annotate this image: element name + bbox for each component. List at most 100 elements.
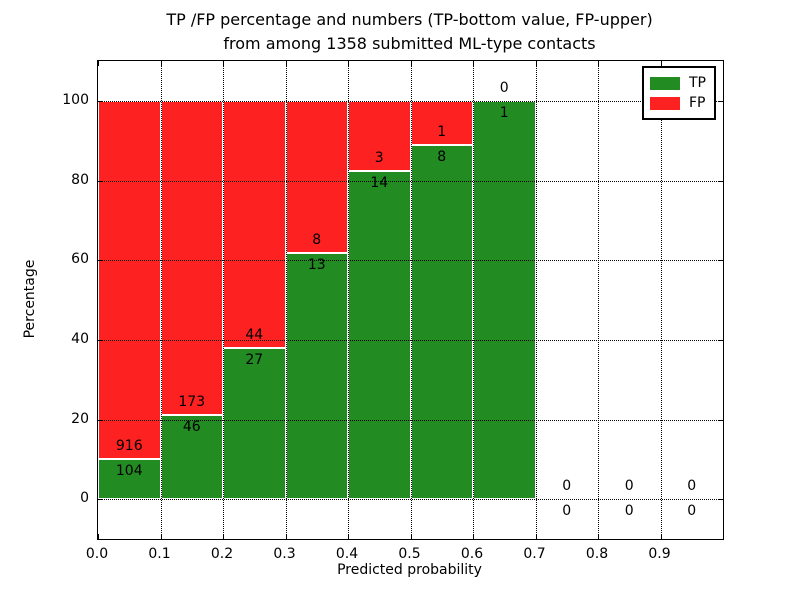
- fp-count-label: 916: [115, 437, 143, 454]
- legend-label-fp: FP: [689, 95, 706, 111]
- x-tick-label: 0.7: [523, 546, 546, 562]
- chart-title-line1: TP /FP percentage and numbers (TP-bottom…: [166, 10, 653, 29]
- tp-count-label: 27: [245, 351, 264, 368]
- x-gridline: [348, 61, 349, 539]
- x-tick-mark: [410, 61, 412, 66]
- tp-count-label: 8: [437, 149, 447, 166]
- x-tick-mark: [535, 534, 537, 539]
- x-tick-label: 0.0: [85, 546, 109, 562]
- y-tick-mark: [718, 339, 723, 341]
- fp-count-label: 8: [312, 231, 322, 248]
- x-tick-mark: [160, 534, 162, 539]
- bar-segment-tp: [285, 252, 348, 500]
- bar-layer: [98, 61, 723, 539]
- x-axis-label: Predicted probability: [337, 562, 482, 578]
- tp-count-label: 0: [562, 503, 572, 520]
- fp-count-label: 44: [245, 326, 264, 343]
- x-gridline: [285, 61, 287, 539]
- x-tick-mark: [598, 534, 599, 539]
- tp-count-label: 14: [370, 175, 389, 192]
- tp-count-label: 104: [115, 462, 143, 479]
- x-gridline: [160, 61, 162, 539]
- x-tick-label: 0.2: [210, 546, 234, 562]
- x-tick-mark: [348, 61, 349, 66]
- tp-count-label: 46: [182, 419, 201, 436]
- y-tick-mark: [718, 260, 723, 262]
- x-gridline: [598, 61, 599, 539]
- legend-label-tp: TP: [689, 75, 706, 91]
- tick-layer: [98, 61, 723, 539]
- bar-segment-tp: [160, 415, 223, 500]
- x-tick-mark: [223, 534, 224, 539]
- x-tick-mark: [348, 534, 349, 539]
- y-tick-mark: [98, 180, 103, 182]
- legend-row: FP: [650, 93, 706, 113]
- x-tick-mark: [410, 534, 412, 539]
- bar-segment-tp: [98, 458, 161, 500]
- y-tick-mark: [718, 419, 723, 421]
- x-tick-mark: [473, 61, 474, 66]
- y-tick-mark: [98, 419, 103, 421]
- bar-segment-fp: [98, 100, 161, 459]
- fp-count-label: 0: [562, 478, 572, 495]
- y-tick-mark: [718, 180, 723, 182]
- y-tick-mark: [718, 100, 723, 102]
- bar-segment-tp: [473, 100, 536, 500]
- x-gridline: [223, 61, 224, 539]
- legend: TP FP: [642, 66, 716, 120]
- y-tick-label: 20: [71, 410, 89, 427]
- x-tick-label: 0.1: [148, 546, 171, 562]
- x-tick-mark: [285, 61, 287, 66]
- x-tick-mark: [473, 534, 474, 539]
- x-tick-label: 0.8: [585, 546, 609, 562]
- y-tick-label: 0: [80, 490, 89, 507]
- y-gridline: [98, 499, 723, 501]
- grid-layer: [98, 61, 723, 539]
- x-tick-mark: [98, 61, 99, 66]
- x-tick-mark: [660, 534, 662, 539]
- x-tick-mark: [160, 61, 162, 66]
- x-gridline: [660, 61, 662, 539]
- fp-count-label: 0: [687, 478, 697, 495]
- tp-count-label: 0: [687, 503, 697, 520]
- plot-area: 916 104 173 46 44 27 8 13 3 14 1 8 0 1 0 0 0 0 0 0 TP FP: [97, 60, 724, 540]
- fp-count-label: 3: [374, 150, 384, 167]
- fp-count-label: 0: [499, 79, 509, 96]
- x-tick-label: 0.4: [335, 546, 359, 562]
- tp-count-label: 13: [307, 256, 326, 273]
- y-tick-label: 80: [71, 171, 89, 188]
- chart-title-line2: from among 1358 submitted ML-type contac…: [223, 34, 596, 53]
- y-tick-mark: [98, 100, 103, 102]
- x-tick-label: 0.3: [273, 546, 296, 562]
- y-gridline: [98, 180, 723, 182]
- y-tick-label: 60: [71, 251, 89, 268]
- legend-swatch-fp: [650, 96, 680, 110]
- y-tick-label: 40: [71, 330, 89, 347]
- x-tick-label: 0.5: [398, 546, 421, 562]
- x-tick-mark: [598, 61, 599, 66]
- bar-segment-fp: [160, 100, 223, 416]
- x-tick-label: 0.6: [460, 546, 484, 562]
- fp-count-label: 173: [178, 394, 206, 411]
- y-tick-mark: [718, 499, 723, 501]
- legend-row: TP: [650, 73, 706, 93]
- x-tick-label: 0.9: [648, 546, 671, 562]
- y-gridline: [98, 419, 723, 421]
- y-axis-label: Percentage: [22, 259, 38, 339]
- y-tick-mark: [98, 339, 103, 341]
- tp-count-label: 0: [624, 503, 634, 520]
- x-tick-mark: [535, 61, 537, 66]
- fp-count-label: 0: [624, 478, 634, 495]
- bar-segment-fp: [223, 100, 286, 348]
- y-gridline: [98, 100, 723, 102]
- bar-segment-fp: [348, 100, 411, 172]
- bar-count-labels: 916 104 173 46 44 27 8 13 3 14 1 8 0 1 0 0 0 0 0 0: [98, 61, 723, 539]
- x-gridline: [535, 61, 537, 539]
- fp-count-label: 1: [437, 124, 447, 141]
- y-tick-label: 100: [62, 91, 89, 108]
- y-tick-mark: [98, 260, 103, 262]
- bar-segment-tp: [410, 145, 473, 500]
- x-tick-mark: [98, 534, 99, 539]
- chart-title: TP /FP percentage and numbers (TP-bottom…: [97, 8, 722, 56]
